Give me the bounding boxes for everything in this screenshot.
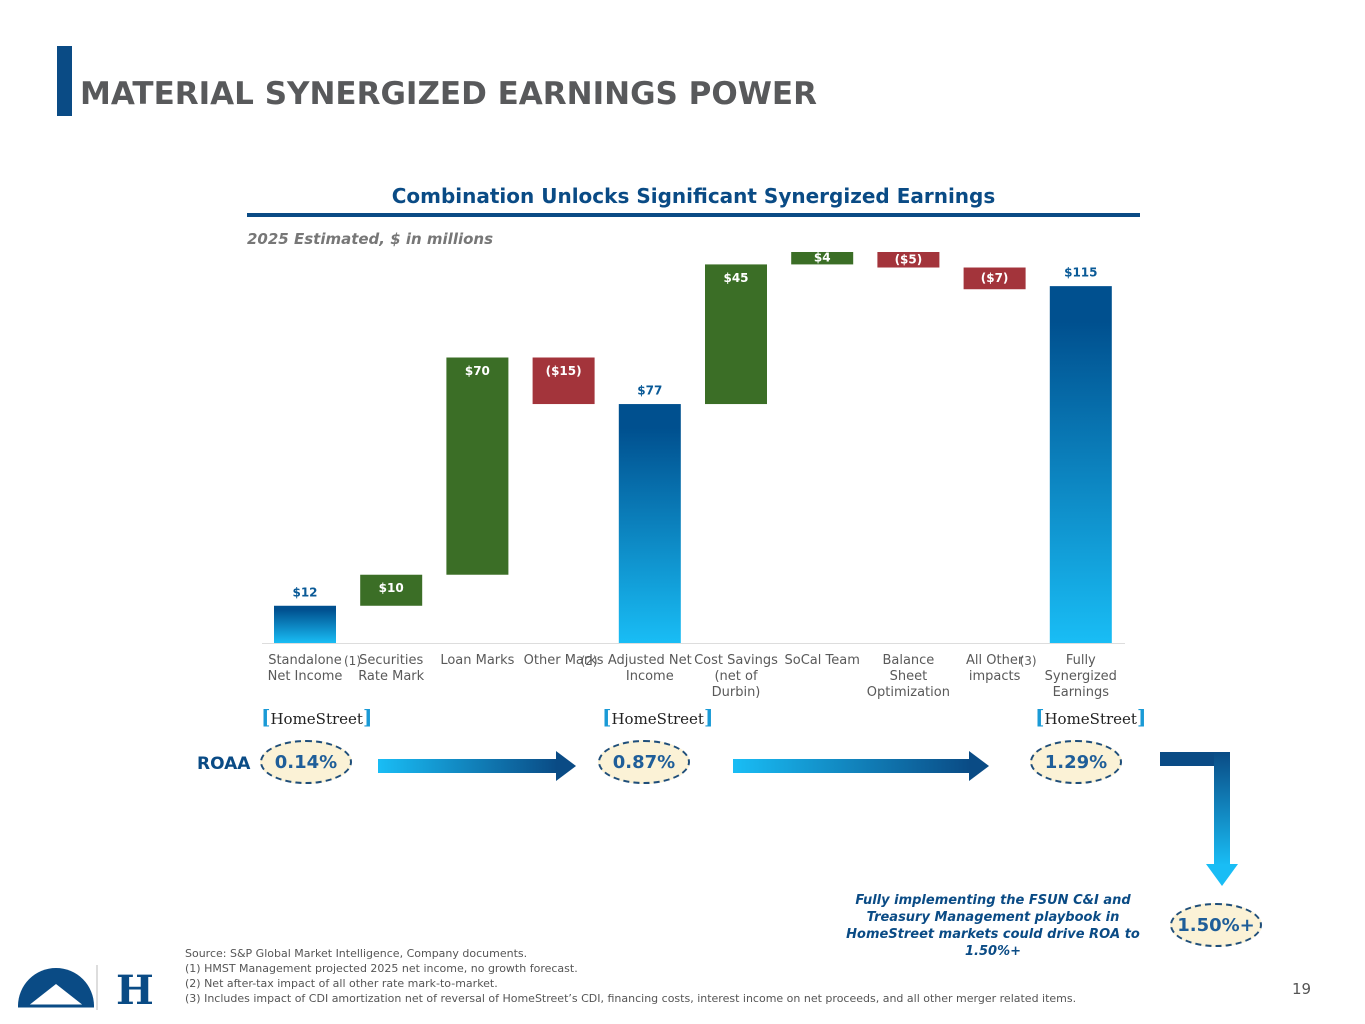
x-tick-label: Balance Sheet Optimization [866,653,950,700]
chart-subtitle: 2025 Estimated, $ in millions [247,230,494,248]
sources: Source: S&P Global Market Intelligence, … [185,946,1076,1006]
roaa-value: 1.29% [1030,740,1122,784]
slide-title: MATERIAL SYNERGIZED EARNINGS POWER [80,76,817,112]
footnote-mark: (3) [1019,654,1037,668]
bar [618,404,681,643]
x-tick-label: Fully Synergized Earnings [1044,653,1117,700]
homestreet-logo: HomeStreet [1035,705,1146,729]
bar [791,252,854,265]
value-label: $70 [465,364,490,378]
title-bar [57,46,72,116]
value-label: $10 [379,581,404,595]
footnote-mark: (2) [580,654,598,668]
arrow [378,751,576,781]
x-tick-label: Cost Savings (net of Durbin) [694,653,778,700]
x-tick-label: Loan Marks [440,653,515,668]
footnote-mark: (1) [344,654,361,668]
bar [532,357,595,405]
bar [963,267,1026,290]
roaa-value: 0.87% [598,740,690,784]
roaa-label: ROAA [197,754,251,774]
x-tick-label: Other Marks [523,653,604,668]
x-tick-label: SoCal Team [784,653,860,668]
h-logo: H [116,967,154,1014]
note: Fully implementing the FSUN C&I and Trea… [846,893,1140,959]
title-rule [247,213,1140,217]
x-tick-label: Adjusted Net Income [607,653,692,684]
homestreet-logo: HomeStreet [602,705,713,729]
chart-title: Combination Unlocks Significant Synergiz… [391,184,996,208]
value-label: $4 [814,251,831,265]
source-line: (1) HMST Management projected 2025 net i… [185,962,578,975]
x-tick-label: Securities Rate Mark [358,653,425,684]
homestreet-logo: HomeStreet [261,705,372,729]
arrow [733,751,989,781]
value-label: $45 [723,271,748,285]
bar [705,264,767,405]
source-line: (3) Includes impact of CDI amortization … [185,992,1077,1005]
value-label: ($5) [895,252,923,266]
value-label: ($15) [546,364,582,378]
bar [446,357,509,575]
bar [274,605,336,643]
roaa-value: 0.14% [260,740,352,784]
value-label: $12 [292,585,317,599]
bar [1049,286,1112,643]
source-line: Source: S&P Global Market Intelligence, … [185,947,528,960]
elbow-arrow [1160,752,1238,886]
page-number: 19 [1292,980,1312,998]
roaa-target: 1.50%+ [1170,903,1262,947]
x-tick-label: All Other impacts [966,653,1024,684]
value-label: $115 [1064,266,1097,280]
x-tick-label: Standalone Net Income [267,653,343,684]
value-label: ($7) [981,271,1009,285]
source-line: (2) Net after-tax impact of all other ra… [185,977,498,990]
value-label: $77 [637,384,662,398]
bar [877,252,940,268]
bank-logo: H [18,965,154,1014]
bar [360,574,423,606]
